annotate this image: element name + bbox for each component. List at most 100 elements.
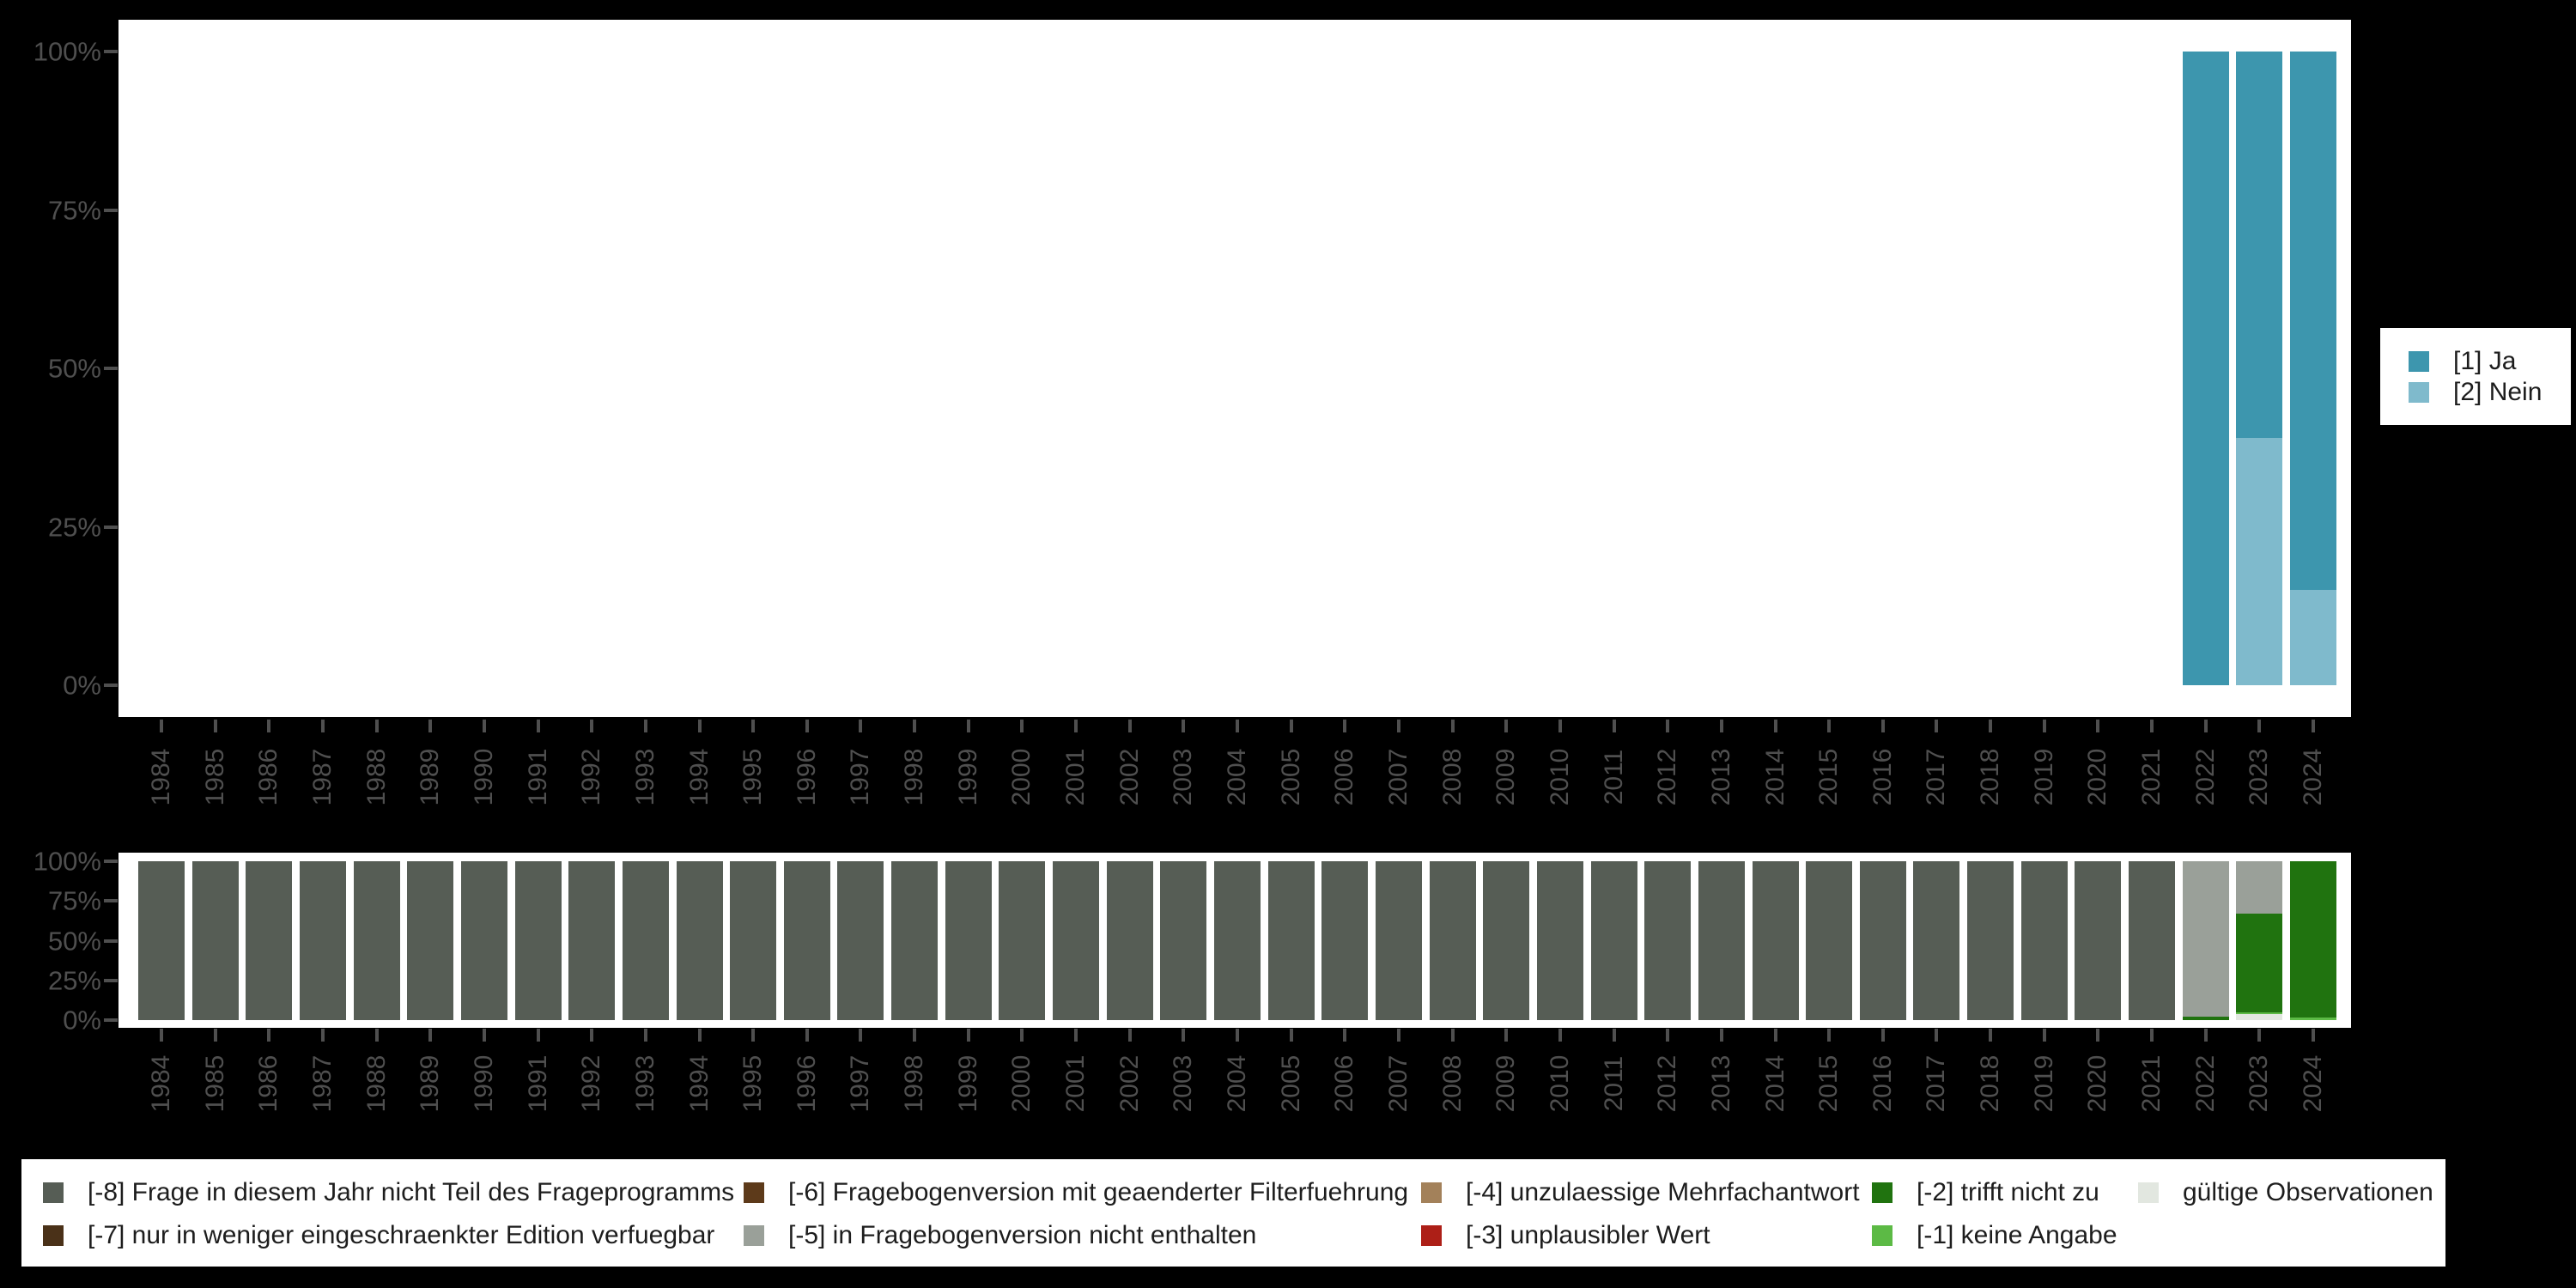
bar-2014-segment-1 [1752, 861, 1799, 1020]
bar-1987 [299, 861, 346, 1020]
x-tick-mark [805, 1029, 809, 1042]
bar-1993 [622, 861, 669, 1020]
x-tick-mark [2096, 1029, 2100, 1042]
x-tick-mark [1827, 1029, 1832, 1042]
missing-legend-item-2: [-6] Fragebogenversion mit geaenderter F… [744, 1180, 1408, 1206]
x-tick-mark [1396, 1029, 1400, 1042]
y-tick-label: 0% [63, 1005, 101, 1036]
bar-2024-segment-2 [2290, 590, 2336, 685]
x-tick-mark [1504, 720, 1509, 732]
x-tick-mark [1880, 720, 1885, 732]
bar-2005-segment-1 [1267, 861, 1315, 1020]
bar-2013 [1698, 861, 1745, 1020]
bar-1987-segment-1 [299, 861, 346, 1020]
x-tick-label-1987: 1987 [307, 1054, 337, 1113]
x-tick-mark [1827, 720, 1832, 732]
x-tick-mark [697, 720, 702, 732]
x-tick-label-2024: 2024 [2299, 1054, 2327, 1113]
x-tick-label-2002: 2002 [1115, 748, 1144, 806]
x-tick-mark [1989, 720, 1993, 732]
x-tick-label-2021: 2021 [2137, 1054, 2166, 1113]
x-tick-mark [1343, 720, 1347, 732]
missing-legend-label: gültige Observationen [2183, 1178, 2433, 1206]
x-tick-label-1999: 1999 [953, 1054, 982, 1113]
x-tick-label-2012: 2012 [1653, 748, 1682, 806]
x-tick-label-2000: 2000 [1007, 748, 1036, 806]
missing-codes-legend: [-8] Frage in diesem Jahr nicht Teil des… [21, 1159, 2445, 1267]
bar-2023-segment-2 [2236, 438, 2283, 685]
bar-2008 [1429, 861, 1476, 1020]
x-tick-label-2019: 2019 [2029, 748, 2058, 806]
x-tick-mark [482, 720, 486, 732]
bar-1985 [191, 861, 239, 1020]
bar-2021 [2129, 861, 2176, 1020]
bar-1990-segment-1 [460, 861, 507, 1020]
bar-2003 [1160, 861, 1207, 1020]
x-tick-mark [590, 720, 594, 732]
bar-1995-segment-1 [730, 861, 777, 1020]
legend-label: [1] Ja [2453, 346, 2517, 375]
x-tick-mark [1236, 720, 1239, 732]
x-tick-mark [805, 720, 809, 732]
x-tick-label-2020: 2020 [2083, 1054, 2112, 1113]
x-tick-mark [1773, 720, 1777, 732]
bar-1985-segment-1 [191, 861, 239, 1020]
x-tick-mark [1182, 720, 1186, 732]
bar-2000-segment-1 [999, 861, 1046, 1020]
x-tick-mark [1020, 720, 1024, 732]
bar-2007-segment-1 [1375, 861, 1422, 1020]
x-tick-mark [1236, 1029, 1239, 1042]
x-tick-label-1986: 1986 [254, 748, 283, 806]
x-tick-label-1991: 1991 [523, 1054, 552, 1113]
y-tick-label: 50% [47, 353, 101, 384]
bar-1996-segment-1 [783, 861, 830, 1020]
x-tick-label-2013: 2013 [1706, 1054, 1735, 1113]
bar-2019 [2020, 861, 2068, 1020]
x-tick-label-1985: 1985 [200, 1054, 229, 1113]
y-tick-mark [104, 1018, 118, 1022]
bar-2006 [1321, 861, 1369, 1020]
x-tick-label-2015: 2015 [1814, 748, 1844, 806]
x-tick-mark [1935, 720, 1939, 732]
x-tick-mark [1074, 720, 1078, 732]
x-tick-label-2006: 2006 [1330, 1054, 1359, 1113]
missing-legend-swatch-5 [1421, 1225, 1442, 1246]
x-tick-label-1994: 1994 [684, 748, 714, 806]
x-tick-label-2010: 2010 [1545, 1054, 1574, 1113]
x-tick-mark [2312, 1029, 2315, 1042]
bar-2024 [2290, 52, 2336, 685]
x-tick-mark [966, 1029, 970, 1042]
x-tick-mark [482, 1029, 486, 1042]
x-tick-mark [428, 1029, 433, 1042]
x-tick-label-2018: 2018 [1976, 1054, 2005, 1113]
x-tick-label-1992: 1992 [577, 748, 606, 806]
bar-1993-segment-1 [622, 861, 669, 1020]
missing-legend-swatch-2 [744, 1182, 764, 1203]
x-tick-mark [2203, 1029, 2208, 1042]
x-tick-label-2005: 2005 [1276, 1054, 1305, 1113]
bar-1986 [246, 861, 293, 1020]
x-tick-mark [374, 1029, 379, 1042]
bar-2017 [1913, 861, 1960, 1020]
bar-1999-segment-1 [945, 861, 992, 1020]
x-tick-mark [320, 1029, 325, 1042]
x-tick-label-2020: 2020 [2083, 748, 2112, 806]
x-tick-label-2024: 2024 [2299, 748, 2327, 806]
missing-legend-swatch-4 [1421, 1182, 1442, 1203]
x-tick-label-1989: 1989 [416, 1054, 445, 1113]
x-tick-mark [1666, 720, 1670, 732]
missing-legend-label: [-2] trifft nicht zu [1917, 1178, 2099, 1206]
bar-2007 [1375, 861, 1422, 1020]
bar-2019-segment-1 [2020, 861, 2068, 1020]
y-tick-label: 100% [33, 846, 101, 877]
bar-2016-segment-1 [1859, 861, 1906, 1020]
bar-1986-segment-1 [246, 861, 293, 1020]
x-tick-label-1990: 1990 [469, 748, 498, 806]
x-tick-label-1998: 1998 [900, 748, 929, 806]
x-tick-mark [267, 720, 271, 732]
y-tick-label: 75% [47, 195, 101, 225]
x-tick-mark [1127, 720, 1132, 732]
legend-label: [2] Nein [2453, 377, 2543, 406]
x-tick-label-2007: 2007 [1383, 1054, 1413, 1113]
